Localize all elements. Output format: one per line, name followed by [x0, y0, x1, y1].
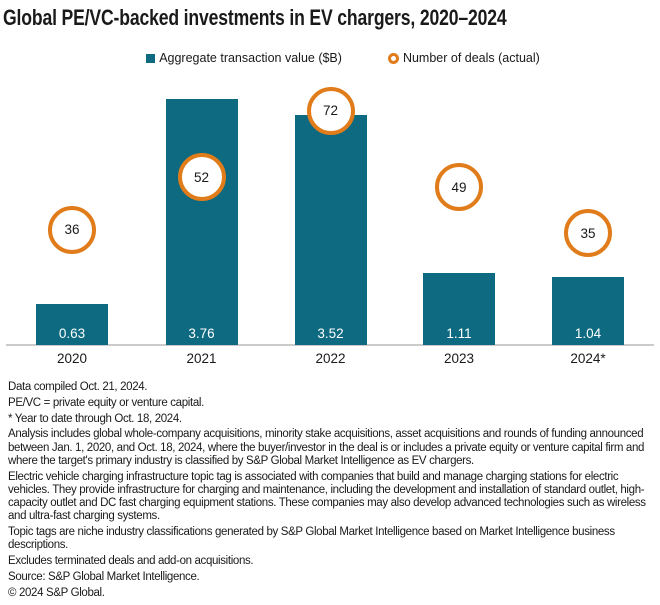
bar-2021: 3.76 [165, 98, 238, 345]
x-axis-label-2020: 2020 [56, 351, 88, 366]
footnote-line: * Year to date through Oct. 18, 2024. [8, 412, 182, 425]
bar-value-label: 1.04 [574, 325, 602, 341]
chart-footnotes: Data compiled Oct. 21, 2024. PE/VC = priv… [8, 381, 654, 602]
x-axis-line [6, 344, 654, 346]
deal-count-marker-2023: 49 [435, 163, 483, 211]
legend-item-deal-count: Number of deals (actual) [387, 51, 540, 65]
bar-2023: 1.11 [423, 272, 495, 345]
bar-value-label: 3.52 [317, 325, 344, 341]
legend-label-deal-count: Number of deals (actual) [402, 51, 540, 65]
chart-legend: Aggregate transaction value ($B) Number … [0, 51, 660, 65]
footnote-line: PE/VC = private equity or venture capita… [8, 396, 204, 409]
bar-2020: 0.63 [36, 303, 108, 345]
bar-2022: 3.52 [294, 114, 367, 345]
deal-count-marker-2020: 36 [48, 205, 96, 254]
x-axis-label-2024: 2024* [570, 351, 606, 366]
footnote-line: Electric vehicle charging infrastructure… [8, 470, 646, 523]
deal-count-marker-2021: 52 [177, 153, 226, 202]
deal-count-marker-2024: 35 [564, 209, 612, 258]
bar-2024: 1.04 [552, 276, 624, 345]
legend-label-transaction-value: Aggregate transaction value ($B) [159, 51, 342, 65]
footnote-line: Data compiled Oct. 21, 2024. [8, 381, 148, 393]
deal-count-marker-2022: 72 [306, 86, 355, 135]
chart-title: Global PE/VC-backed investments in EV ch… [3, 5, 507, 30]
x-axis-label-2022: 2022 [315, 351, 346, 366]
footnote-line: Excludes terminated deals and add-on acq… [8, 555, 254, 567]
x-axis-label-2021: 2021 [186, 351, 217, 366]
bar-value-label: 1.11 [446, 325, 472, 341]
footnote-line: © 2024 S&P Global. [8, 586, 105, 599]
bar-swatch-icon [146, 53, 156, 63]
bar-value-label: 0.63 [58, 325, 86, 341]
footnote-line: Topic tags are niche industry classifica… [8, 526, 615, 552]
footnote-line: Analysis includes global whole-company a… [8, 428, 645, 467]
x-axis-label-2023: 2023 [443, 351, 475, 366]
footnote-line: Source: S&P Global Market Intelligence. [8, 570, 200, 583]
bar-value-label: 3.76 [188, 325, 215, 341]
legend-item-transaction-value: Aggregate transaction value ($B) [146, 51, 342, 65]
ring-swatch-icon [387, 52, 399, 64]
